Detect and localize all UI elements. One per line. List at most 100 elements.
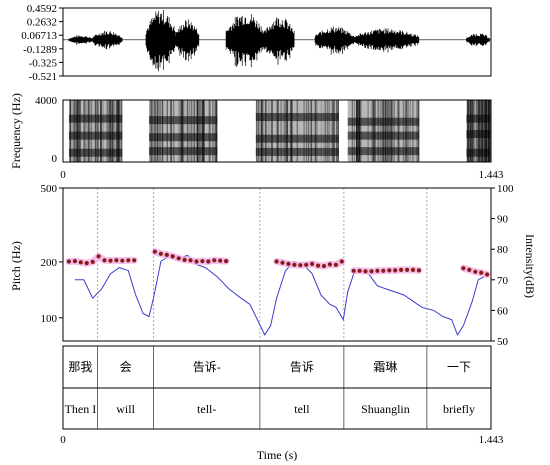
pitch-point <box>321 263 327 269</box>
formant-band-0-1 <box>68 131 123 140</box>
pitch-point <box>114 258 119 263</box>
spectrogram-striation <box>271 100 273 162</box>
spectrogram-striation <box>83 100 85 162</box>
spectrogram-striation <box>121 100 123 162</box>
pitch-point <box>182 257 187 262</box>
spectrogram-striation <box>382 100 384 162</box>
spectrogram-striation <box>358 100 360 162</box>
spectrogram-striation <box>286 100 288 162</box>
tier-gloss-5: briefly <box>443 402 475 416</box>
spectrogram-striation <box>265 100 267 162</box>
spectrogram-striation <box>357 100 359 162</box>
pitch-point <box>188 258 193 263</box>
tier-gloss-2: tell- <box>197 402 216 416</box>
spectrogram-striation <box>373 100 375 162</box>
spectrogram-striation <box>385 100 387 162</box>
spectrogram-striation <box>96 100 98 162</box>
spectrogram-striation <box>256 100 258 162</box>
spectrogram-striation <box>199 100 201 162</box>
spectrogram-striation <box>374 100 376 162</box>
spectrogram-striation <box>112 100 114 162</box>
formant-band-4-1 <box>466 130 491 139</box>
spectrogram-striation <box>85 100 87 162</box>
spectrogram-striation <box>102 100 104 162</box>
pitch-point <box>485 272 490 277</box>
waveform-burst-8 <box>466 33 490 47</box>
spectrogram-striation <box>258 100 260 162</box>
pitch-point <box>194 259 199 264</box>
spectrogram-y-tick-top: 4000 <box>35 95 58 107</box>
spectrogram-striation <box>270 100 273 162</box>
spectrogram-striation <box>356 100 358 162</box>
spectrogram-striation <box>151 100 153 162</box>
pitch-point <box>310 261 315 266</box>
tier-hanzi-5: 一下 <box>447 360 471 374</box>
pitch-point <box>108 258 113 263</box>
spectrogram-striation <box>406 100 408 162</box>
spectrogram-striation <box>277 100 279 162</box>
spectrogram-striation <box>323 100 325 162</box>
formant-band-1-1 <box>149 133 218 142</box>
time-axis-label: Time (s) <box>257 448 298 462</box>
spectrogram-striation <box>159 100 161 162</box>
pitch-point <box>96 254 101 259</box>
spectrogram-striation <box>333 100 335 162</box>
formant-band-3-0 <box>347 147 419 156</box>
spectrogram-striation <box>389 100 391 162</box>
spectrogram-striation <box>372 100 374 162</box>
pitch-point <box>152 249 157 254</box>
spectrogram-striation <box>215 100 217 162</box>
pitch-point <box>333 262 338 267</box>
time-tick-end: 1.443 <box>479 434 504 446</box>
spectrogram-striation <box>290 100 292 162</box>
spectrogram-striation <box>76 100 78 162</box>
spectrogram-striation <box>356 100 358 162</box>
spectrogram-striation <box>310 100 313 162</box>
spectrogram-striation <box>356 100 358 162</box>
spectrogram-striation <box>215 100 218 162</box>
spectrogram-striation <box>407 100 409 162</box>
spectrogram-striation <box>202 100 204 162</box>
intensity-series <box>74 254 485 337</box>
waveform-y-tick-0: 0.4592 <box>27 3 57 15</box>
pitch-point <box>158 251 163 256</box>
spectrogram-striation <box>373 100 375 162</box>
spectrogram-striation <box>182 100 184 162</box>
spectrogram-striation <box>389 100 391 162</box>
pitch-point <box>170 254 175 259</box>
waveform-frame <box>62 7 492 77</box>
pitch-point <box>298 263 303 268</box>
spectrogram-striation <box>409 100 411 162</box>
spectrogram-striation <box>170 100 172 162</box>
spectrogram-striation <box>327 100 329 162</box>
waveform-burst-5 <box>264 17 295 65</box>
pitch-point <box>363 269 368 274</box>
spectrogram-striation <box>262 100 264 162</box>
pitch-point <box>473 269 478 274</box>
spectrogram-striation <box>208 100 210 162</box>
spectrogram-striation <box>384 100 386 162</box>
spectrogram-striation <box>315 100 317 162</box>
pitch-point <box>393 268 398 273</box>
spectrogram-striation <box>180 100 183 162</box>
spectrogram-striation <box>286 100 288 162</box>
formant-band-0-0 <box>68 148 123 157</box>
waveform-burst-6 <box>314 26 354 55</box>
spectrogram-striation <box>100 100 102 162</box>
spectrogram-striation <box>356 100 358 162</box>
spectrogram-frame <box>62 99 492 163</box>
tier-hanzi-0: 那我 <box>68 360 92 374</box>
spectrogram-striation <box>290 100 292 162</box>
intensity-tick-1: 90 <box>497 214 509 226</box>
pitch-tick-0: 500 <box>41 183 58 195</box>
pitch-point <box>280 260 285 265</box>
spectrogram-striation <box>197 100 199 162</box>
pitch-point <box>224 259 229 264</box>
spectrogram-striation <box>402 100 404 162</box>
tier-labels: 那我 会 告诉- 告诉 霜琳 一下 Then I will tell-tell Shuanglin… <box>65 360 475 416</box>
spectrogram-striation <box>189 100 191 162</box>
pitch-point <box>467 267 472 272</box>
pitch-point <box>90 259 95 264</box>
pitch-axis-label: Pitch (Hz) <box>9 241 23 291</box>
